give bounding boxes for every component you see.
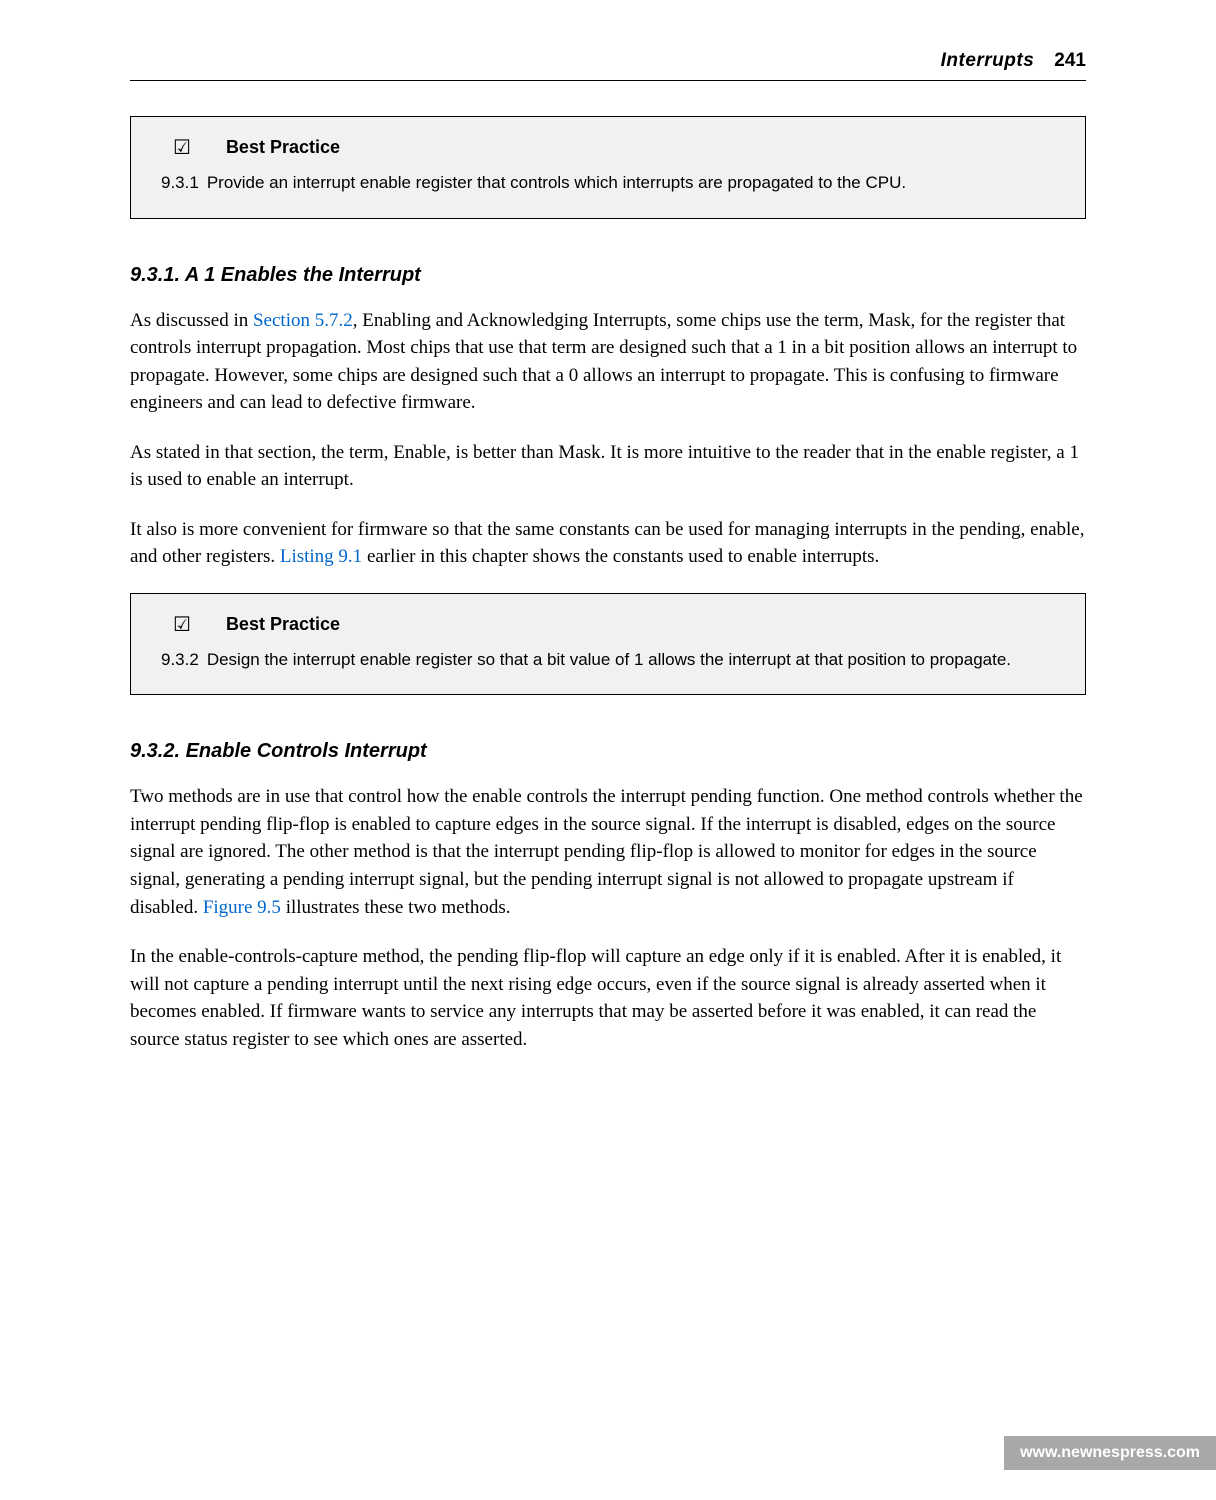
text-fragment: As discussed in bbox=[130, 310, 253, 331]
text-fragment: earlier in this chapter shows the consta… bbox=[362, 546, 879, 567]
best-practice-text: Provide an interrupt enable register tha… bbox=[207, 170, 1055, 196]
paragraph: As stated in that section, the term, Ena… bbox=[130, 439, 1086, 494]
best-practice-content: 9.3.1 Provide an interrupt enable regist… bbox=[161, 170, 1055, 196]
paragraph: In the enable-controls-capture method, t… bbox=[130, 943, 1086, 1053]
paragraph: Two methods are in use that control how … bbox=[130, 783, 1086, 921]
section-heading-931: 9.3.1. A 1 Enables the Interrupt bbox=[130, 264, 1086, 287]
best-practice-box-1: ☑ Best Practice 9.3.1 Provide an interru… bbox=[130, 116, 1086, 219]
text-fragment: illustrates these two methods. bbox=[281, 897, 511, 918]
best-practice-text: Design the interrupt enable register so … bbox=[207, 647, 1055, 673]
best-practice-header: ☑ Best Practice bbox=[161, 612, 1055, 637]
best-practice-content: 9.3.2 Design the interrupt enable regist… bbox=[161, 647, 1055, 673]
best-practice-header: ☑ Best Practice bbox=[161, 135, 1055, 160]
paragraph: As discussed in Section 5.7.2, Enabling … bbox=[130, 307, 1086, 417]
best-practice-box-2: ☑ Best Practice 9.3.2 Design the interru… bbox=[130, 593, 1086, 696]
figure-link[interactable]: Figure 9.5 bbox=[203, 897, 281, 918]
checkbox-icon: ☑ bbox=[173, 135, 191, 160]
checkbox-icon: ☑ bbox=[173, 612, 191, 637]
listing-link[interactable]: Listing 9.1 bbox=[280, 546, 362, 567]
section-heading-932: 9.3.2. Enable Controls Interrupt bbox=[130, 740, 1086, 763]
best-practice-number: 9.3.1 bbox=[161, 170, 199, 196]
best-practice-title: Best Practice bbox=[226, 614, 340, 635]
header-chapter-title: Interrupts bbox=[941, 50, 1035, 71]
paragraph: It also is more convenient for firmware … bbox=[130, 516, 1086, 571]
best-practice-number: 9.3.2 bbox=[161, 647, 199, 673]
page-header: Interrupts 241 bbox=[130, 50, 1086, 81]
section-link[interactable]: Section 5.7.2 bbox=[253, 310, 353, 331]
best-practice-title: Best Practice bbox=[226, 137, 340, 158]
header-page-number: 241 bbox=[1054, 50, 1086, 71]
footer-url-badge: www.newnespress.com bbox=[1004, 1436, 1216, 1470]
